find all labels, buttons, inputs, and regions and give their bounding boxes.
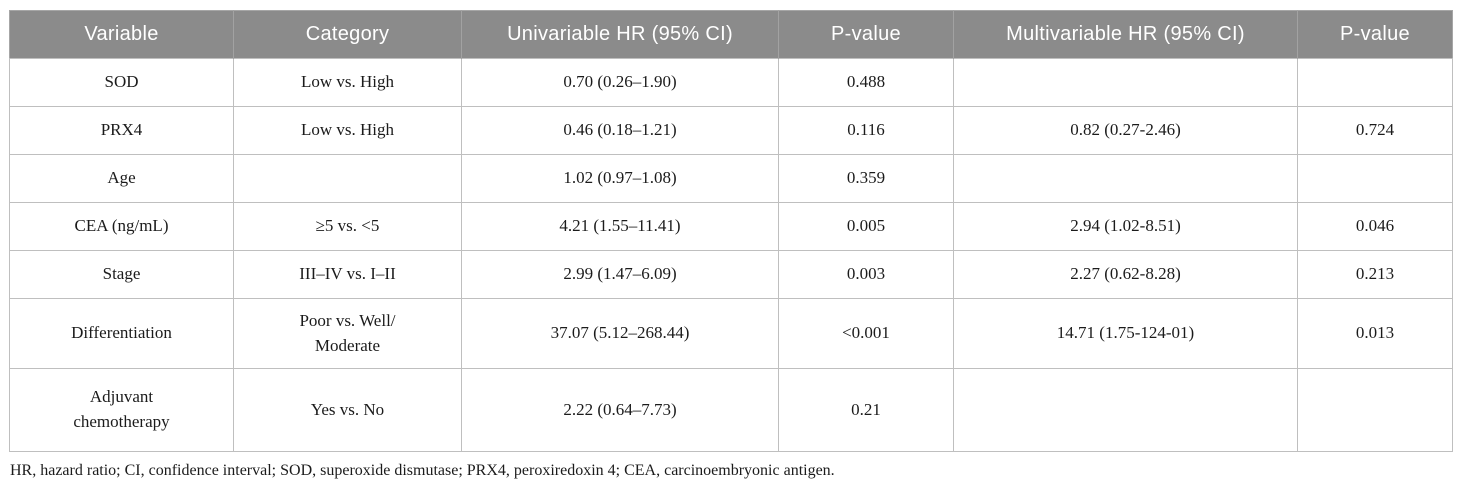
multivariable-hr-cell [953,58,1298,107]
table-header: Variable Category Univariable HR (95% CI… [9,10,1453,59]
multivariable-hr-cell [953,154,1298,203]
variable-cell: Adjuvant chemotherapy [9,368,234,452]
univariable-pvalue-cell: 0.003 [778,250,954,299]
multivariable-pvalue-cell [1297,58,1453,107]
table-row: Differentiation Poor vs. Well/ Moderate 37… [9,298,1453,369]
univariable-hr-cell: 2.99 (1.47–6.09) [461,250,779,299]
multivariable-hr-cell: 2.27 (0.62-8.28) [953,250,1298,299]
univariable-hr-cell: 1.02 (0.97–1.08) [461,154,779,203]
multivariable-pvalue-cell: 0.213 [1297,250,1453,299]
multivariable-pvalue-cell: 0.013 [1297,298,1453,369]
univariable-pvalue-cell: 0.21 [778,368,954,452]
category-cell: Yes vs. No [233,368,462,452]
univariable-pvalue-cell: 0.005 [778,202,954,251]
multivariable-hr-cell: 0.82 (0.27-2.46) [953,106,1298,155]
univariable-hr-cell: 0.70 (0.26–1.90) [461,58,779,107]
header-row: Variable Category Univariable HR (95% CI… [9,10,1453,59]
column-header-univariable-hr: Univariable HR (95% CI) [461,10,779,59]
column-header-variable: Variable [9,10,234,59]
univariable-pvalue-cell: 0.488 [778,58,954,107]
univariable-pvalue-cell: <0.001 [778,298,954,369]
univariable-pvalue-cell: 0.116 [778,106,954,155]
category-cell: Poor vs. Well/ Moderate [233,298,462,369]
univariable-hr-cell: 2.22 (0.64–7.73) [461,368,779,452]
multivariable-pvalue-cell: 0.046 [1297,202,1453,251]
table-row: Adjuvant chemotherapy Yes vs. No 2.22 (0.6… [9,368,1453,452]
variable-cell: CEA (ng/mL) [9,202,234,251]
multivariable-hr-cell: 14.71 (1.75-124-01) [953,298,1298,369]
cox-regression-table: Variable Category Univariable HR (95% CI… [9,10,1453,452]
table-body: SOD Low vs. High 0.70 (0.26–1.90) 0.488 PRX4… [9,58,1453,452]
variable-cell: Age [9,154,234,203]
univariable-hr-cell: 0.46 (0.18–1.21) [461,106,779,155]
table-row: CEA (ng/mL) ≥5 vs. <5 4.21 (1.55–11.41) 0.0… [9,202,1453,251]
univariable-hr-cell: 37.07 (5.12–268.44) [461,298,779,369]
column-header-multivariable-hr: Multivariable HR (95% CI) [953,10,1298,59]
multivariable-pvalue-cell: 0.724 [1297,106,1453,155]
category-cell: ≥5 vs. <5 [233,202,462,251]
multivariable-hr-cell [953,368,1298,452]
multivariable-pvalue-cell [1297,368,1453,452]
category-cell [233,154,462,203]
category-cell: Low vs. High [233,106,462,155]
category-cell: Low vs. High [233,58,462,107]
variable-cell: SOD [9,58,234,107]
table-footnote: HR, hazard ratio; CI, confidence interva… [10,462,835,479]
multivariable-pvalue-cell [1297,154,1453,203]
category-cell: III–IV vs. I–II [233,250,462,299]
column-header-multivariable-pvalue: P-value [1297,10,1453,59]
table-row: PRX4 Low vs. High 0.46 (0.18–1.21) 0.116 0.8… [9,106,1453,155]
variable-cell: PRX4 [9,106,234,155]
table-row: Stage III–IV vs. I–II 2.99 (1.47–6.09) 0.00… [9,250,1453,299]
table-row: Age 1.02 (0.97–1.08) 0.359 [9,154,1453,203]
table-row: SOD Low vs. High 0.70 (0.26–1.90) 0.488 [9,58,1453,107]
variable-cell: Differentiation [9,298,234,369]
multivariable-hr-cell: 2.94 (1.02-8.51) [953,202,1298,251]
column-header-univariable-pvalue: P-value [778,10,954,59]
univariable-hr-cell: 4.21 (1.55–11.41) [461,202,779,251]
column-header-category: Category [233,10,462,59]
variable-cell: Stage [9,250,234,299]
univariable-pvalue-cell: 0.359 [778,154,954,203]
